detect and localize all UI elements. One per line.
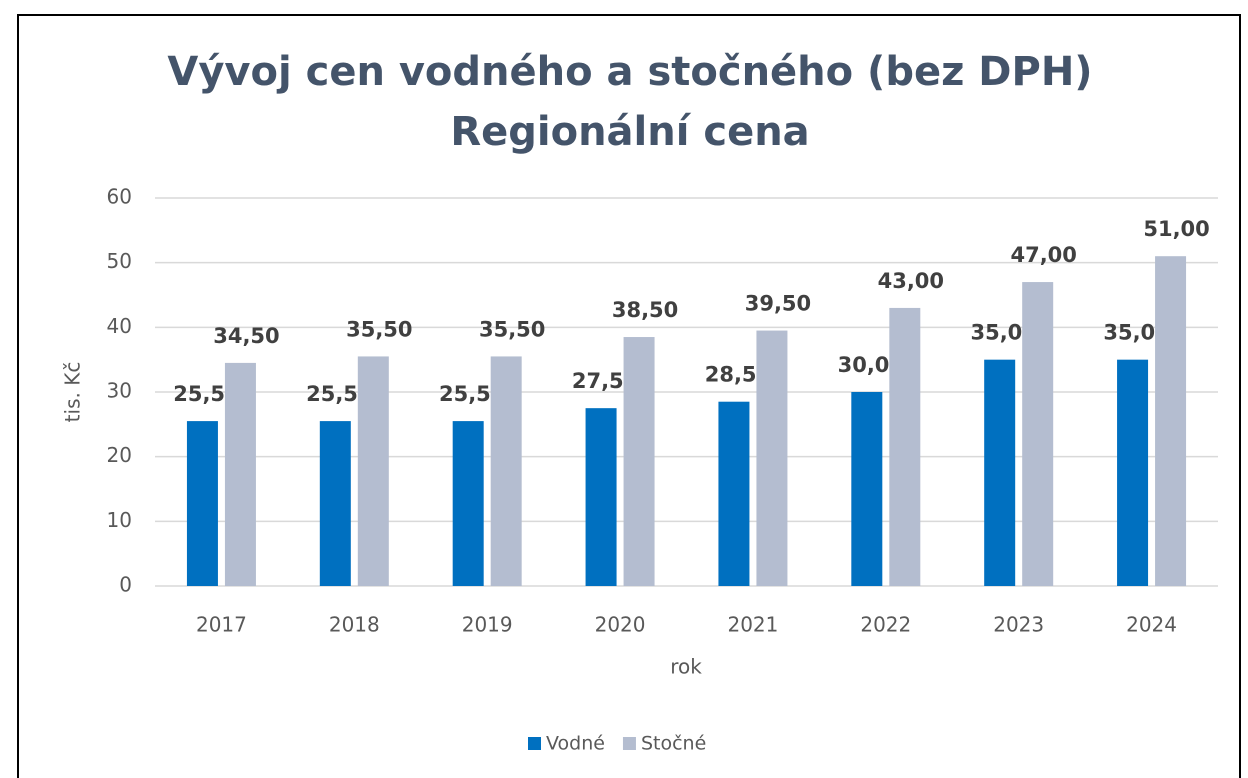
y-tick-label: 60 <box>107 185 132 209</box>
legend-swatch <box>528 737 541 750</box>
bar <box>1155 256 1187 586</box>
y-tick-label: 40 <box>107 314 132 338</box>
bar <box>1117 359 1149 586</box>
y-tick-label: 0 <box>119 573 132 597</box>
bar <box>186 421 218 586</box>
y-tick-label: 20 <box>107 443 132 467</box>
data-label: 34,50 <box>213 324 279 348</box>
legend-label: Vodné <box>546 733 605 755</box>
y-tick-label: 10 <box>107 508 132 532</box>
data-label: 35,50 <box>346 317 412 341</box>
y-tick-label: 30 <box>107 379 132 403</box>
bar <box>623 337 655 586</box>
data-label: 43,00 <box>878 269 944 293</box>
data-label: 47,00 <box>1010 243 1076 267</box>
x-tick-label: 2023 <box>993 613 1044 637</box>
chart-title: Vývoj cen vodného a stočného (bez DPH) <box>167 49 1092 95</box>
data-label: 38,50 <box>612 298 678 322</box>
x-tick-label: 2024 <box>1126 613 1177 637</box>
bar <box>585 408 617 586</box>
x-axis-label: rok <box>670 655 702 679</box>
bar <box>756 330 788 586</box>
bar <box>718 401 750 586</box>
bar <box>851 392 883 586</box>
bar <box>357 356 389 586</box>
x-tick-label: 2022 <box>860 613 911 637</box>
y-axis-label: tis. Kč <box>61 362 85 423</box>
x-tick-label: 2021 <box>727 613 778 637</box>
legend-swatch <box>622 737 636 750</box>
x-tick-label: 2018 <box>329 613 380 637</box>
x-tick-label: 2020 <box>595 613 646 637</box>
y-tick-label: 50 <box>107 249 132 273</box>
data-label: 39,50 <box>745 292 811 316</box>
bar <box>319 421 351 586</box>
bar <box>490 356 522 586</box>
data-label: 35,50 <box>479 317 545 341</box>
x-tick-label: 2019 <box>462 613 513 637</box>
x-tick-label: 2017 <box>196 613 247 637</box>
legend-label: Stočné <box>641 733 706 755</box>
bar <box>889 307 921 586</box>
bar <box>224 362 256 586</box>
bar <box>984 359 1016 586</box>
bar <box>452 421 484 586</box>
chart-subtitle: Regionální cena <box>450 109 809 155</box>
bar <box>1022 282 1054 586</box>
data-label: 51,00 <box>1143 217 1209 241</box>
